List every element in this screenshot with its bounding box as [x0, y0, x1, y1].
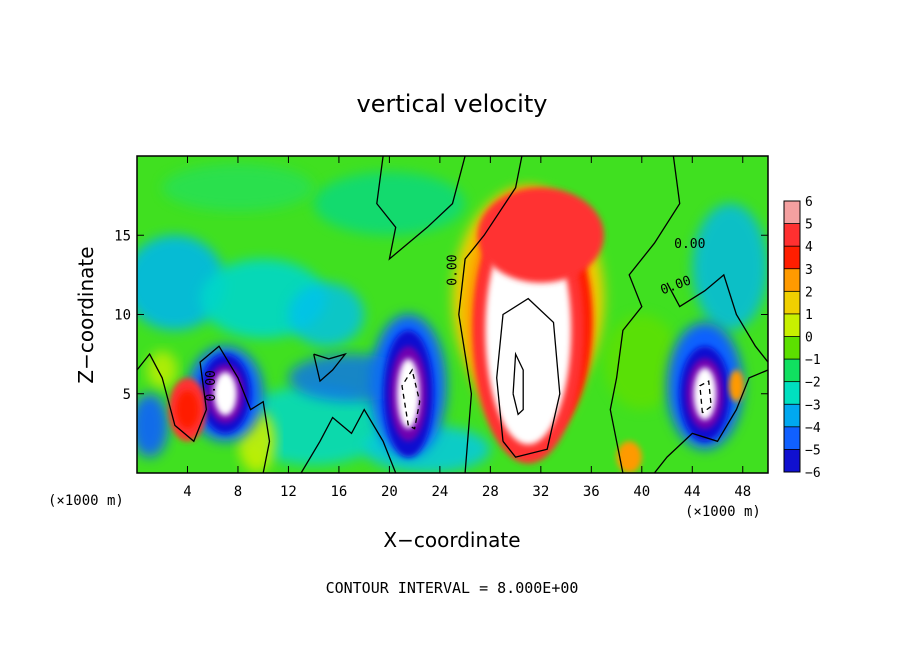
y-tick-label: 15	[114, 228, 131, 244]
colorbar-band	[784, 449, 800, 473]
colorbar-band	[784, 291, 800, 315]
downdraft-band	[137, 393, 169, 458]
x-tick-label: 28	[482, 484, 499, 500]
contour-label: 0.00	[204, 370, 219, 401]
x-unit-label-right: (×1000 m)	[685, 504, 761, 520]
x-axis-title: X−coordinate	[383, 528, 520, 552]
colorbar-label: −2	[805, 376, 821, 391]
y-tick-label: 5	[123, 387, 131, 403]
colorbar-label: 3	[805, 263, 813, 278]
colorbar-label: 4	[805, 240, 813, 255]
contour-zero	[313, 352, 347, 383]
colorbar-band	[784, 336, 800, 360]
chart-title: vertical velocity	[357, 90, 548, 118]
colorbar: 6 5 4 3 2 1 0 −1 −2 −3 −4 −5 −6	[783, 195, 821, 481]
updraft-small	[616, 441, 642, 473]
colorbar-label: −1	[805, 353, 821, 368]
colorbar-band	[784, 246, 800, 270]
field-patch	[692, 203, 768, 331]
colorbar-label: 2	[805, 285, 813, 300]
field-patch	[603, 314, 680, 410]
contour-negative	[401, 368, 421, 430]
colorbar-label: −6	[805, 466, 821, 481]
x-axis: 4 8 12 16 20 24 28 32 36 40 44 48	[183, 156, 751, 500]
y-tick-label: 10	[114, 308, 131, 324]
colorbar-band	[784, 359, 800, 383]
contour-zero	[458, 156, 523, 473]
downdraft-extreme	[693, 367, 717, 420]
colorbar-band	[784, 404, 800, 428]
x-tick-label: 40	[633, 484, 650, 500]
field-patch	[162, 163, 314, 212]
contour-zero	[653, 369, 768, 473]
x-tick-label: 36	[583, 484, 600, 500]
y-axis-title: Z−coordinate	[74, 246, 98, 383]
updraft-region	[176, 390, 199, 429]
colorbar-band	[784, 426, 800, 450]
field-patch	[288, 282, 365, 347]
x-tick-label: 20	[381, 484, 398, 500]
updraft-region	[477, 187, 604, 283]
plot-area	[137, 156, 768, 473]
contour-zero	[376, 156, 466, 261]
contour-lines	[137, 156, 768, 473]
colorbar-label: −5	[805, 443, 821, 458]
y-axis: 5 10 15	[114, 228, 768, 403]
colorbar-label: 6	[805, 195, 813, 210]
contour-label: 0.00	[445, 254, 460, 285]
contour-level	[512, 351, 524, 416]
downdraft-extreme	[213, 371, 237, 416]
x-tick-label: 12	[280, 484, 297, 500]
x-tick-label: 16	[330, 484, 347, 500]
contour-negative	[699, 380, 712, 414]
contour-zero	[666, 273, 768, 363]
contour-label: 0.00	[674, 237, 705, 252]
x-tick-label: 4	[183, 484, 191, 500]
x-tick-label: 24	[431, 484, 448, 500]
colorbar-band	[784, 223, 800, 247]
updraft-small	[728, 369, 745, 402]
downdraft-band	[288, 354, 415, 402]
colorbar-band	[784, 268, 800, 292]
x-unit-label-left: (×1000 m)	[48, 493, 124, 509]
colorbar-label: 1	[805, 308, 813, 323]
x-tick-label: 8	[234, 484, 242, 500]
colorbar-label: 5	[805, 218, 813, 233]
colorbar-band	[784, 381, 800, 405]
colorbar-label: 0	[805, 331, 813, 346]
contour-zero	[609, 156, 681, 473]
contour-level	[496, 297, 561, 458]
colorbar-band	[784, 201, 800, 225]
colorbar-label: −3	[805, 398, 821, 413]
field-patch	[313, 171, 466, 236]
contour-zero	[300, 408, 397, 473]
field-patch	[237, 385, 390, 466]
field-patch	[147, 350, 178, 389]
contour-zero	[137, 345, 271, 473]
x-tick-label: 44	[684, 484, 701, 500]
x-tick-label: 48	[734, 484, 751, 500]
colorbar-label: −4	[805, 421, 821, 436]
x-tick-label: 32	[532, 484, 549, 500]
colorbar-band	[784, 313, 800, 337]
contour-interval-note: CONTOUR INTERVAL = 8.000E+00	[326, 579, 579, 597]
